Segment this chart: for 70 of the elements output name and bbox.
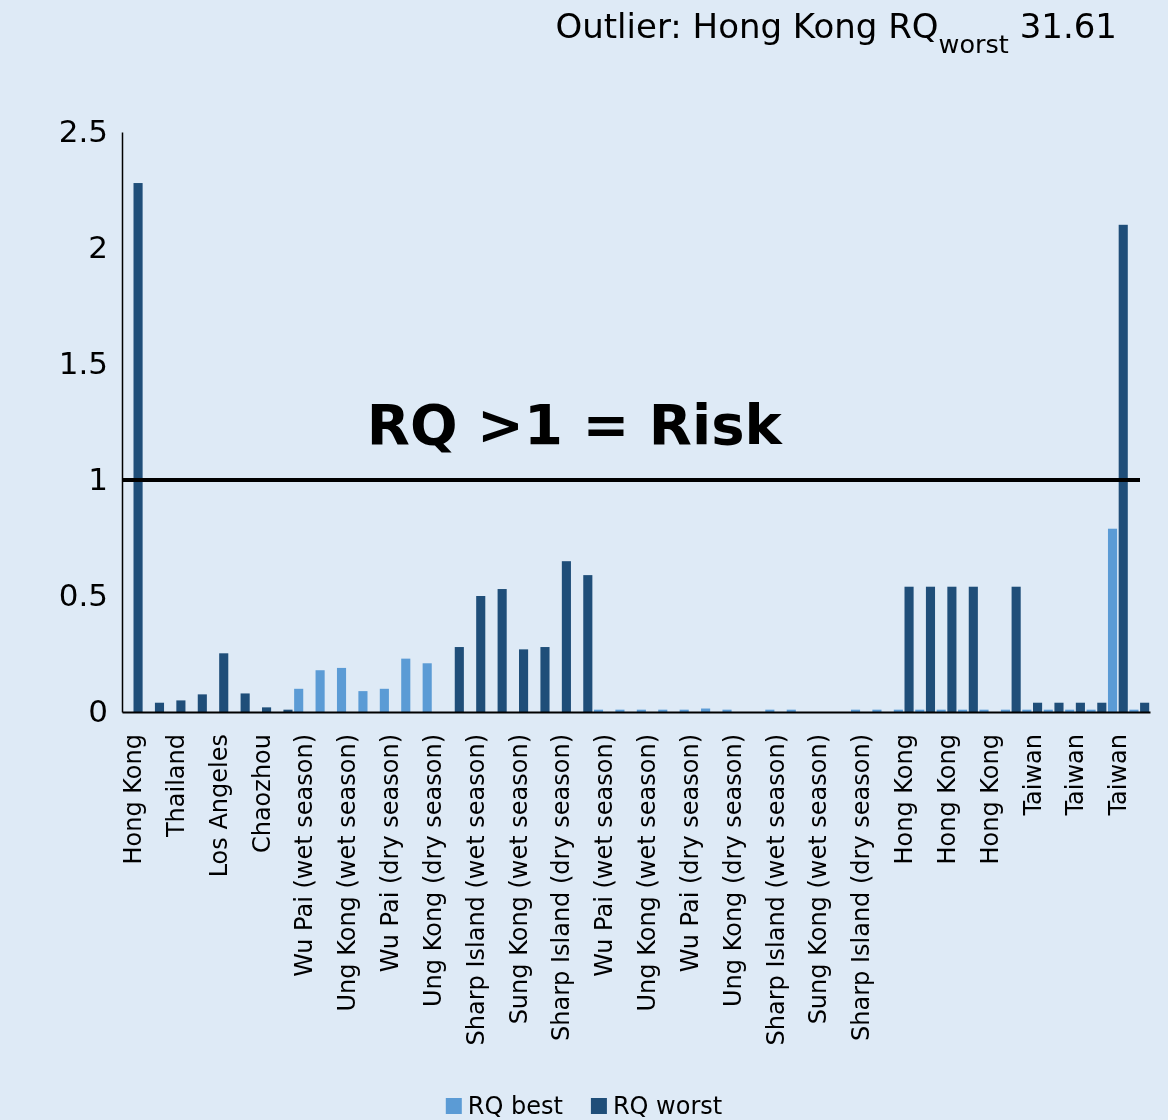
x-tick-label: Ung Kong (wet season): [333, 734, 362, 1012]
bar: [1118, 224, 1128, 712]
bar: [401, 658, 411, 712]
bar: [197, 694, 207, 712]
y-tick-label: 2.5: [58, 113, 108, 150]
bar: [968, 586, 978, 712]
x-tick-label: Wu Pai (dry season): [376, 734, 405, 973]
x-tick-label: Sharp Island (wet season): [461, 734, 490, 1046]
bar: [336, 667, 347, 712]
bar: [219, 653, 229, 712]
y-tick-label: 1.5: [58, 345, 108, 382]
x-tick-label: Los Angeles: [204, 734, 233, 878]
bar: [561, 561, 571, 712]
bar: [1011, 586, 1021, 712]
bar: [1140, 702, 1150, 712]
bar: [315, 670, 325, 712]
bar: [294, 688, 304, 712]
bar: [583, 575, 593, 712]
bar: [904, 586, 914, 712]
x-tick-label: Ung Kong (dry season): [718, 734, 747, 1007]
x-tick-label: Ung Kong (dry season): [418, 734, 447, 1007]
x-tick-label: Hong Kong: [890, 734, 919, 865]
chart-title: Outlier: Hong Kong RQ$_{worst}$ 31.61: [555, 6, 1117, 59]
x-tick-label: Wu Pai (wet season): [590, 734, 619, 977]
x-tick-label: Sung Kong (wet season): [804, 734, 833, 1025]
x-tick-label: Sung Kong (wet season): [504, 734, 533, 1025]
bar: [476, 596, 486, 712]
x-tick-label: Sharp Island (dry season): [547, 734, 576, 1041]
x-tick-label: Sharp Island (dry season): [847, 734, 876, 1041]
bar: [422, 663, 432, 712]
x-tick-label: Thailand: [161, 734, 190, 839]
x-tick-label: Hong Kong: [975, 734, 1004, 865]
legend-label: RQ worst: [612, 1092, 723, 1120]
y-tick-label: 0: [88, 693, 108, 730]
bar: [519, 649, 529, 712]
x-tick-label: Chaozhou: [247, 734, 276, 854]
bar: [497, 589, 507, 712]
x-tick-label: Hong Kong: [932, 734, 961, 865]
bar: [240, 693, 250, 712]
bar: [358, 691, 368, 712]
bar: [1054, 702, 1064, 712]
bar: [1107, 528, 1118, 712]
bar: [454, 647, 464, 712]
y-tick-label: 2: [88, 229, 108, 266]
bar: [925, 586, 936, 712]
x-tick-label: Wu Pai (dry season): [675, 734, 704, 973]
ref-line-label: RQ >1 = Risk: [366, 392, 784, 457]
bar: [540, 647, 550, 712]
y-tick-label: 1: [88, 461, 108, 498]
y-tick-label: 0.5: [58, 577, 108, 614]
bar: [283, 709, 293, 712]
bar: [154, 702, 165, 712]
bar: [1075, 702, 1085, 712]
bar: [1033, 702, 1043, 712]
x-tick-label: Taiwan: [1061, 734, 1090, 817]
x-tick-label: Taiwan: [1018, 734, 1047, 817]
x-tick-label: Wu Pai (wet season): [290, 734, 319, 977]
bar: [979, 709, 989, 712]
bar: [379, 688, 389, 712]
x-tick-label: Taiwan: [1104, 734, 1133, 817]
x-tick-label: Ung Kong (wet season): [633, 734, 662, 1012]
bar: [262, 707, 272, 712]
bar: [133, 183, 143, 712]
bar: [722, 709, 732, 712]
x-tick-label: Sharp Island (wet season): [761, 734, 790, 1046]
bar: [1097, 702, 1107, 712]
bar: [947, 586, 957, 712]
bar: [176, 700, 186, 712]
x-tick-label: Hong Kong: [119, 734, 148, 865]
legend-label: RQ best: [467, 1092, 563, 1120]
